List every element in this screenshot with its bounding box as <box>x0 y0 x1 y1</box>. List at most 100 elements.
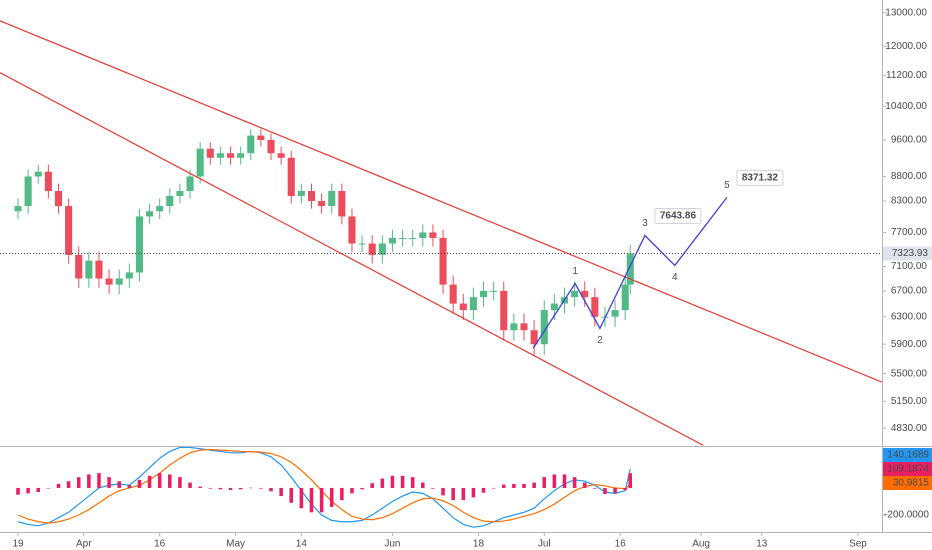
histogram-bar <box>16 487 20 495</box>
histogram-bar <box>147 475 152 488</box>
histogram-bar <box>350 487 354 494</box>
histogram-bar <box>97 473 101 488</box>
candle-body <box>34 171 42 177</box>
y-tick-label: 13000.00 <box>885 7 927 18</box>
candle-body <box>449 284 457 304</box>
histogram-bar <box>512 483 516 488</box>
candle-body <box>196 148 204 177</box>
candle-body <box>338 190 346 217</box>
candle-body <box>626 253 634 285</box>
candle-body <box>105 278 113 285</box>
histogram-bar <box>279 487 283 497</box>
histogram-bar <box>501 484 506 488</box>
candle-body <box>581 290 589 298</box>
value-tag <box>883 462 932 477</box>
x-tick-label: Jun <box>384 539 400 550</box>
x-tick-label: 16 <box>615 539 627 550</box>
histogram-bar <box>168 474 172 488</box>
histogram-bar <box>188 482 192 488</box>
y-tick-label: 9600.00 <box>891 135 928 146</box>
candle-body <box>287 157 295 196</box>
price-box <box>654 208 702 225</box>
histogram-bar <box>66 481 71 488</box>
y-tick-label: 5500.00 <box>891 368 928 379</box>
x-tick-label: Apr <box>76 539 92 550</box>
candle-body <box>14 206 22 212</box>
x-tick-label: Sep <box>849 539 867 550</box>
candle-body <box>166 195 174 207</box>
indicator-line <box>17 448 631 524</box>
candle-body <box>520 323 528 331</box>
candle-body <box>621 284 629 311</box>
histogram-bar <box>572 477 577 488</box>
histogram-bar <box>451 487 455 501</box>
histogram-bar <box>76 477 81 488</box>
candle-body <box>65 206 73 255</box>
histogram-bar <box>208 487 213 489</box>
candle-body <box>146 211 154 217</box>
histogram-bar <box>593 487 597 489</box>
y-tick-label: 7700.00 <box>891 227 928 238</box>
candle-body <box>419 232 427 238</box>
candle-body <box>54 190 63 207</box>
candle-body <box>44 171 52 191</box>
value-tag-label: 30.9815 <box>893 478 930 489</box>
x-tick-label: 19 <box>12 539 24 550</box>
x-tick-label: Aug <box>692 539 710 550</box>
candle-body <box>459 303 467 311</box>
histogram-bar <box>319 487 324 513</box>
trend-line <box>0 20 882 383</box>
y-tick-label: 8800.00 <box>891 171 928 182</box>
histogram-bar <box>269 487 273 492</box>
histogram-bar <box>46 487 51 489</box>
y-tick-label: 6700.00 <box>891 285 928 296</box>
histogram-bar <box>198 486 202 488</box>
histogram-bar <box>178 477 182 488</box>
candle-body <box>85 260 93 279</box>
histogram-bar <box>431 487 435 489</box>
candle-body <box>267 139 275 154</box>
candle-body <box>571 290 579 298</box>
histogram-bar <box>613 487 617 494</box>
candle-body <box>277 153 285 158</box>
histogram-bar <box>603 487 607 495</box>
wave-projection <box>532 197 728 349</box>
last-price-tag <box>883 246 932 261</box>
candle-body <box>186 176 194 191</box>
histogram-bar <box>461 487 466 501</box>
y-tick-label: 10400.00 <box>885 101 927 112</box>
price-box <box>736 169 784 186</box>
histogram-bar <box>628 473 633 488</box>
price-box-label: 8371.32 <box>742 173 779 184</box>
histogram-bar <box>532 482 536 488</box>
candle-body <box>307 190 316 201</box>
x-tick-label: 18 <box>473 539 485 550</box>
y-tick-label: 7100.00 <box>891 261 928 272</box>
x-tick-label: Jul <box>538 539 551 550</box>
candle-body <box>490 290 498 292</box>
candle-body <box>226 153 235 158</box>
histogram-bar <box>238 487 243 490</box>
candle-body <box>591 297 599 317</box>
candle-body <box>479 290 488 298</box>
y-tick-label: 4830.00 <box>891 423 928 434</box>
histogram-bar <box>87 474 91 488</box>
histogram-bar <box>218 487 223 490</box>
histogram-bar <box>360 487 364 490</box>
histogram-bar <box>491 487 496 489</box>
candle-body <box>611 310 619 317</box>
histogram-bar <box>582 482 587 488</box>
y-tick-label: 5900.00 <box>891 339 928 350</box>
x-tick-label: 16 <box>154 539 166 550</box>
candle-body <box>297 190 305 196</box>
last-price-label: 7323.93 <box>892 248 929 259</box>
histogram-bar <box>127 485 132 488</box>
y-tick-label: 5150.00 <box>891 396 928 407</box>
candle-body <box>318 200 326 207</box>
candle-body <box>206 148 214 158</box>
candle-body <box>216 153 224 158</box>
x-tick-label: 14 <box>296 539 308 550</box>
y-tick-label: 11200.00 <box>886 70 927 81</box>
wave-label: 1 <box>572 266 578 277</box>
